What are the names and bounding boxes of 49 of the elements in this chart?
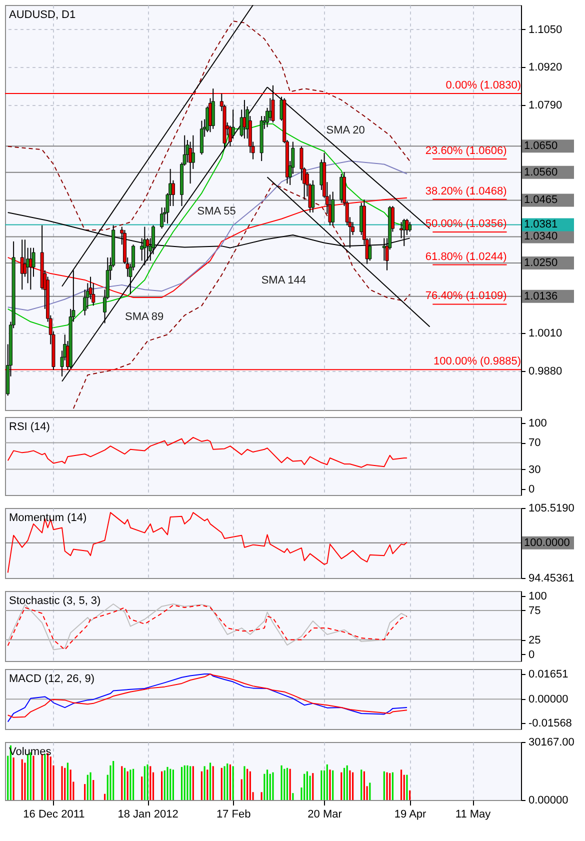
- annotation: 61.80% (1.0244): [425, 250, 507, 263]
- annotation: SMA 144: [261, 274, 306, 286]
- y-tick-label: 30: [528, 464, 541, 476]
- ref-line-label: 100.0000: [524, 536, 570, 549]
- y-tick-label: 100: [528, 590, 547, 602]
- y-tick-label: 30167.00: [528, 736, 574, 748]
- annotation: SMA 20: [326, 124, 365, 137]
- annotation: 38.20% (1.0468): [425, 185, 507, 198]
- y-tick-label: 0: [528, 484, 535, 496]
- ref-line-label: 1.0340: [524, 230, 558, 243]
- y-tick-label: 0.01651: [528, 668, 568, 681]
- y-tick-label: 0.00000: [528, 694, 568, 706]
- x-tick-label: 19 Apr: [394, 808, 427, 820]
- ref-line-label: 1.0650: [524, 140, 558, 152]
- ref-line-label: 1.0136: [524, 290, 558, 302]
- y-tick-label: 105.5190: [528, 502, 574, 514]
- y-tick-label: 25: [528, 634, 541, 646]
- chart-title: AUDUSD, D1: [9, 9, 76, 21]
- x-tick-label: 16 Dec 2011: [23, 808, 85, 820]
- x-tick-label: 18 Jan 2012: [118, 808, 178, 820]
- y-tick-label: -0.01568: [528, 718, 572, 730]
- y-tick-label: 0: [528, 648, 535, 661]
- chart-title: RSI (14): [9, 421, 50, 433]
- annotation: SMA 55: [197, 206, 236, 218]
- x-tick-label: 20 Mar: [308, 808, 342, 820]
- y-tick-label: 94.45361: [528, 572, 574, 584]
- y-tick-label: 75: [528, 604, 541, 617]
- x-tick-label: 11 May: [455, 808, 492, 820]
- annotation: 23.60% (1.0606): [425, 144, 507, 157]
- y-tick-label: 70: [528, 437, 541, 450]
- annotation: 100.00% (0.9885): [434, 356, 521, 368]
- y-tick-label: 100: [528, 417, 547, 430]
- ref-line-label: 1.0250: [524, 257, 558, 270]
- y-tick-label: 1.1050: [528, 24, 562, 36]
- y-tick-label: 1.0920: [528, 62, 562, 74]
- annotation: SMA 89: [125, 310, 164, 323]
- y-tick-label: 1.0010: [528, 328, 562, 340]
- x-tick-label: 17 Feb: [216, 808, 251, 820]
- ref-line-label: 1.0381: [524, 218, 558, 231]
- y-tick-label: 0.00000: [528, 794, 568, 806]
- ref-line-label: 1.0465: [524, 194, 558, 206]
- chart-title: Stochastic (3, 5, 3): [9, 595, 101, 607]
- y-tick-label: 0.9880: [528, 366, 562, 378]
- ref-line-label: 1.0560: [524, 166, 558, 178]
- chart-title: MACD (12, 26, 9): [9, 673, 95, 685]
- y-tick-label: 1.0790: [528, 100, 562, 112]
- chart-title: Momentum (14): [9, 512, 87, 524]
- annotation: 0.00% (1.0830): [446, 80, 521, 92]
- annotation: 76.40% (1.0109): [425, 290, 507, 302]
